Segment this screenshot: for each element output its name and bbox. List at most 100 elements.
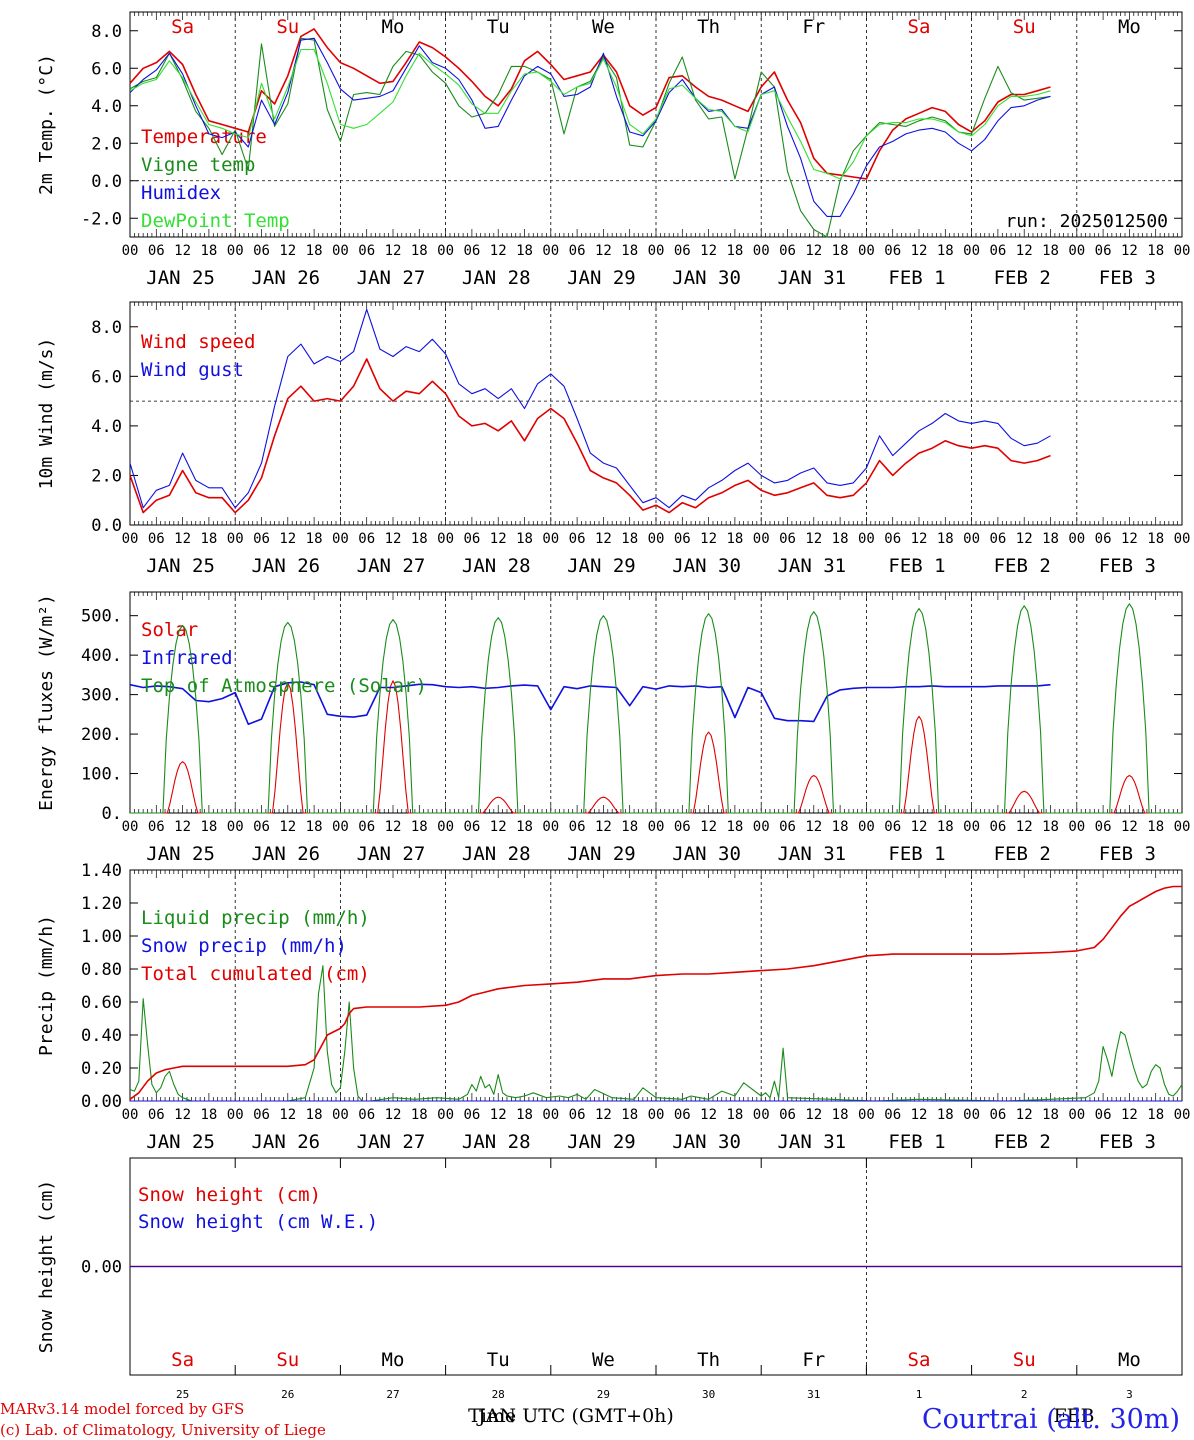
hour-label: 06	[358, 819, 375, 835]
hour-label: 06	[884, 531, 901, 547]
hour-label: 12	[595, 531, 612, 547]
hour-label: 18	[621, 819, 638, 835]
hour-label: 06	[253, 1107, 270, 1123]
date-label: JAN 25	[146, 1131, 215, 1153]
day-number: 27	[386, 1388, 399, 1401]
y-tick-label: 2.0	[91, 466, 122, 486]
hour-label: 18	[516, 243, 533, 259]
hour-label: 18	[411, 531, 428, 547]
y-tick-label: 100.	[81, 765, 122, 785]
hour-label: 18	[832, 243, 849, 259]
weekday-label: Mo	[382, 16, 405, 38]
date-label: JAN 25	[146, 267, 215, 289]
hour-label: 12	[1016, 243, 1033, 259]
y-axis-label: 10m Wind (m/s)	[36, 338, 57, 490]
hour-label: 18	[516, 819, 533, 835]
hour-label: 00	[963, 819, 980, 835]
month-overlay: FEB	[1053, 1405, 1094, 1427]
hour-label: 18	[937, 531, 954, 547]
hour-label: 00	[1068, 243, 1085, 259]
series-line-temperature	[129, 28, 1051, 180]
date-label: FEB 2	[994, 1131, 1051, 1153]
hour-label: 12	[1121, 531, 1138, 547]
hour-label: 18	[937, 243, 954, 259]
hour-label: 12	[911, 1107, 928, 1123]
date-label: JAN 25	[146, 843, 215, 865]
hour-label: 06	[463, 1107, 480, 1123]
hour-label: 06	[989, 1107, 1006, 1123]
hour-label: 00	[122, 819, 139, 835]
y-tick-label: 0.20	[81, 1059, 122, 1079]
hour-label: 18	[411, 819, 428, 835]
legend-entry: Wind speed	[141, 331, 255, 353]
hour-label: 00	[227, 819, 244, 835]
hour-label: 12	[385, 819, 402, 835]
hour-label: 06	[884, 1107, 901, 1123]
date-label: JAN 30	[672, 267, 741, 289]
y-axis-label: Precip (mm/h)	[36, 915, 57, 1056]
hour-label: 18	[306, 1107, 323, 1123]
y-tick-label: 0.0	[91, 516, 122, 536]
date-label: JAN 29	[567, 267, 636, 289]
hour-label: 18	[306, 531, 323, 547]
hour-label: 00	[753, 531, 770, 547]
hour-label: 18	[1147, 243, 1164, 259]
date-label: FEB 3	[1099, 267, 1156, 289]
series-line-humidex	[129, 37, 1051, 217]
hour-label: 12	[174, 819, 191, 835]
hour-label: 06	[674, 243, 691, 259]
hour-label: 18	[1042, 531, 1059, 547]
y-tick-label: 0.00	[81, 1258, 122, 1278]
hour-label: 18	[200, 531, 217, 547]
y-tick-label: 200.	[81, 725, 122, 745]
legend-entry: Vigne temp	[141, 154, 255, 176]
date-label: JAN 29	[567, 555, 636, 577]
hour-label: 00	[542, 819, 559, 835]
legend-entry: Snow height (cm)	[138, 1184, 321, 1206]
hour-label: 18	[726, 1107, 743, 1123]
hour-label: 00	[1174, 819, 1191, 835]
date-label: JAN 29	[567, 1131, 636, 1153]
date-label: JAN 26	[251, 1131, 320, 1153]
hour-label: 00	[753, 1107, 770, 1123]
hour-label: 12	[805, 531, 822, 547]
panel-2: 0.0 2.0 4.0 6.0 8.0 10m Wind (m/s) 00 06 12 18 00 0…	[36, 301, 1190, 577]
weekday-label: Su	[1013, 1349, 1036, 1371]
hour-label: 00	[437, 1107, 454, 1123]
hour-label: 12	[385, 243, 402, 259]
date-label: JAN 31	[777, 843, 846, 865]
hour-label: 12	[174, 531, 191, 547]
hour-label: 18	[621, 1107, 638, 1123]
hour-label: 12	[805, 1107, 822, 1123]
weekday-label: Su	[1013, 16, 1036, 38]
date-label: JAN 25	[146, 555, 215, 577]
hour-label: 18	[1147, 819, 1164, 835]
weekday-label: Th	[697, 1349, 720, 1371]
hour-label: 00	[963, 1107, 980, 1123]
date-label: JAN 26	[251, 555, 320, 577]
hour-label: 18	[200, 1107, 217, 1123]
weekday-label: Mo	[1118, 16, 1141, 38]
hour-label: 18	[200, 819, 217, 835]
hour-label: 18	[516, 1107, 533, 1123]
legend-entry: Top of Atmosphere (Solar)	[141, 675, 427, 697]
hour-label: 00	[122, 1107, 139, 1123]
date-label: FEB 2	[994, 555, 1051, 577]
legend-entry: Total cumulated (cm)	[141, 963, 370, 985]
legend-entry: Snow precip (mm/h)	[141, 935, 347, 957]
hour-label: 00	[963, 243, 980, 259]
hour-label: 06	[463, 531, 480, 547]
hour-label: 12	[174, 1107, 191, 1123]
hour-label: 18	[306, 243, 323, 259]
date-label: FEB 1	[888, 555, 945, 577]
panel-5: 0.00 Snow height (cm) Sa Su Mo Tu We Th Fr Sa Su Mo…	[36, 1157, 1183, 1376]
hour-label: 06	[569, 819, 586, 835]
y-tick-label: 300.	[81, 686, 122, 706]
hour-label: 18	[306, 819, 323, 835]
date-label: FEB 3	[1099, 555, 1156, 577]
hour-label: 06	[989, 243, 1006, 259]
hour-label: 18	[937, 1107, 954, 1123]
y-tick-label: 0.60	[81, 993, 122, 1013]
hour-label: 12	[700, 243, 717, 259]
